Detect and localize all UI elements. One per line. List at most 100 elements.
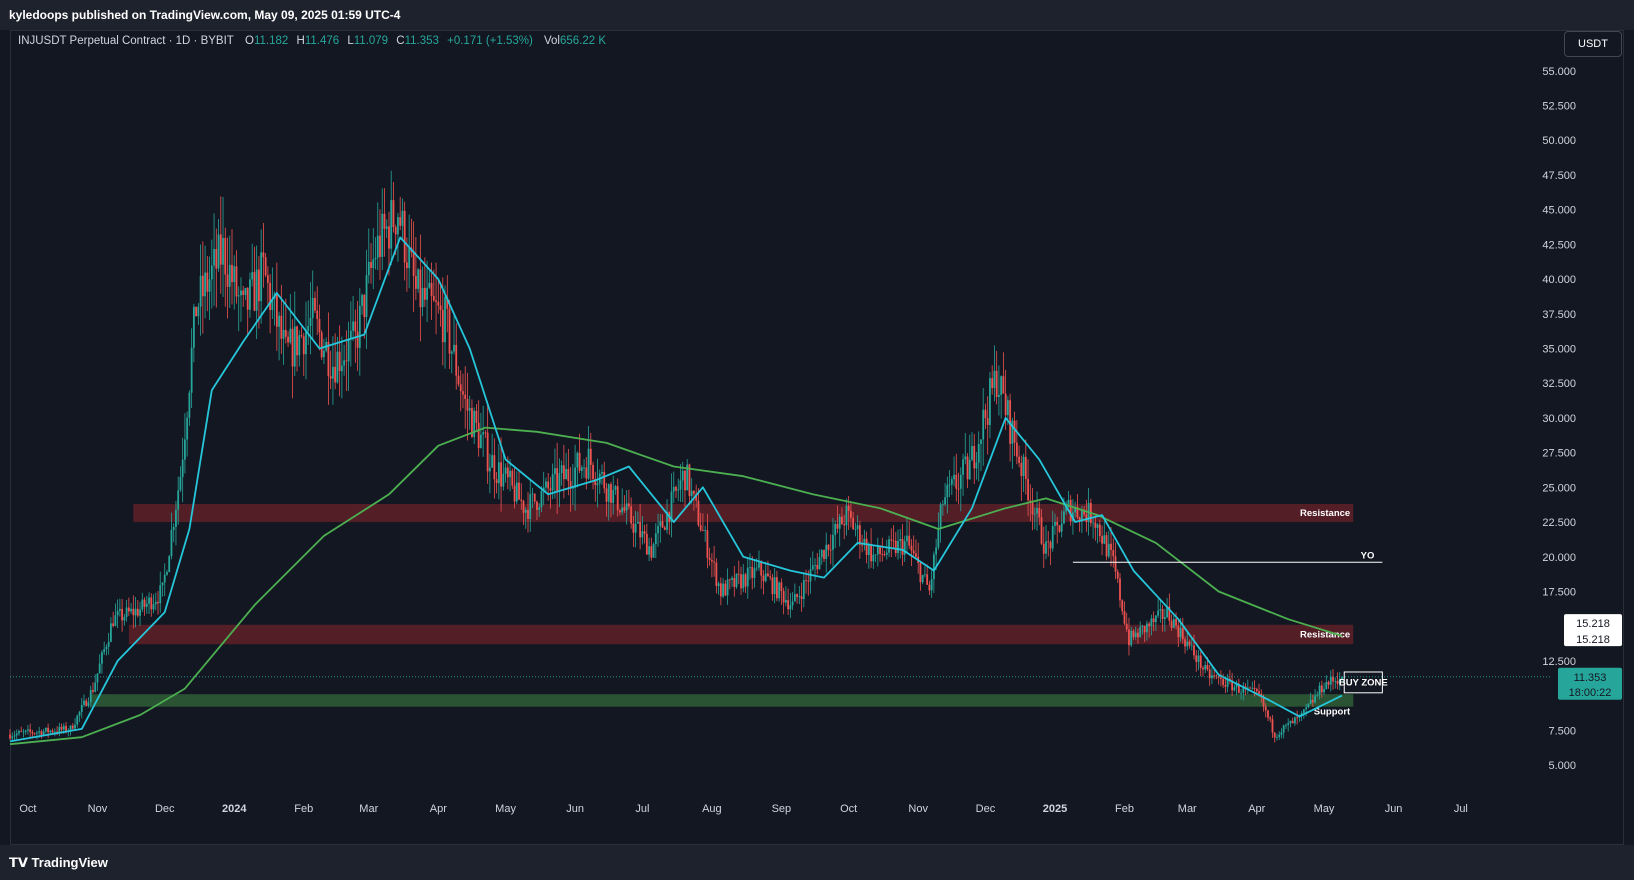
candle-body-390 [883,554,886,556]
price-tick-15: 17.500 [1542,586,1576,598]
candle-body-587 [1325,682,1328,690]
candle-body-22 [58,726,61,733]
currency-button[interactable]: USDT [1564,31,1622,57]
candle-body-43 [105,646,108,650]
candle-body-248 [565,468,568,480]
candle-body-447 [1011,420,1014,444]
candle-body-204 [466,398,469,411]
candle-body-320 [726,579,729,596]
candle-body-77 [181,459,184,478]
candle-body-35 [87,702,90,706]
candle-body-323 [733,577,736,587]
candle-body-498 [1125,623,1128,630]
candle-body-222 [506,467,509,478]
candle-body-146 [336,351,339,383]
time-axis: Oct Nov Dec 2024 Feb Mar Apr May Jun Jul Aug Sep Oct… [19,803,1468,815]
candle-body-84 [197,306,200,317]
candle-body-542 [1224,685,1227,687]
candle-body-182 [417,269,420,289]
candle-body-344 [780,582,783,592]
candle-body-259 [589,448,592,465]
candle-body-548 [1237,683,1240,693]
candle-body-307 [697,500,700,526]
candle-body-451 [1020,462,1023,476]
candle-body-342 [776,577,778,599]
candle-body-327 [742,574,745,589]
candle-body-522 [1179,628,1182,638]
candle-body-308 [699,525,702,531]
candle-body-175 [401,210,404,226]
candle-body-285 [648,546,650,555]
candle-body-404 [915,553,917,557]
candle-body-279 [634,523,637,533]
candle-body-314 [713,561,716,563]
candle-body-165 [379,235,381,257]
annotations-layer: YO BUY ZONE [10,550,1550,694]
candle-body-48 [116,610,119,616]
candle-body-335 [760,562,763,576]
tradingview-brand: TradingView [31,855,108,870]
candle-body-129 [298,335,301,356]
candle-body-538 [1215,675,1218,677]
candle-body-214 [488,467,491,472]
candle-body-53 [127,607,130,612]
candle-body-261 [594,478,597,486]
candle-body-528 [1193,645,1195,656]
volume-label: Vol [544,35,560,47]
candle-body-412 [932,554,935,580]
price-tags: 15.218 15.218 11.353 18:00:22 [1558,614,1622,700]
candle-body-290 [659,521,662,526]
candle-body-325 [737,573,740,575]
candle-body-282 [641,531,644,538]
candle-body-477 [1078,517,1081,522]
time-tick-7: May [495,803,516,815]
candle-body-19 [51,730,54,733]
time-tick-17: Mar [1178,803,1197,815]
candle-body-304 [690,490,693,497]
candle-body-364 [825,544,828,559]
candle-body-387 [876,545,879,555]
candle-body-440 [995,370,998,397]
candle-body-458 [1036,508,1038,514]
candle-body-180 [412,252,415,276]
candle-body-360 [816,564,819,570]
time-tick-4: Feb [294,803,313,815]
candle-body-96 [224,237,227,275]
candle-body-492 [1112,549,1115,557]
candle-body-61 [145,603,148,607]
candle-body-70 [166,572,168,575]
candle-body-580 [1309,700,1312,704]
candle-body-560 [1264,706,1267,711]
candle-body-496 [1121,600,1124,612]
candle-body-176 [403,210,406,263]
time-tick-8: Jun [566,803,584,815]
candle-body-532 [1202,667,1204,670]
candle-body-501 [1132,630,1135,638]
candle-body-563 [1271,719,1274,733]
candle-body-517 [1168,606,1171,621]
candle-body-101 [235,266,238,297]
time-tick-19: May [1314,803,1335,815]
candle-body-154 [354,321,357,332]
candle-body-251 [571,487,574,489]
candle-body-535 [1208,669,1211,679]
time-tick-12: Oct [840,803,857,815]
candle-body-122 [282,329,285,339]
candle-body-509 [1150,618,1153,627]
candle-body-34 [85,700,88,706]
tradingview-logo[interactable]: 𝗧𝗩 TradingView [9,855,108,871]
time-tick-0: Oct [19,803,36,815]
candle-body-271 [616,486,619,511]
candle-body-411 [930,579,933,591]
candle-body-250 [569,481,572,489]
candle-body-367 [832,534,834,550]
candle-body-45 [110,623,112,642]
candle-body-399 [903,541,906,555]
candle-body-483 [1092,522,1094,524]
candle-body-543 [1226,678,1229,687]
candle-body-25 [65,725,67,732]
candle-body-244 [556,468,559,492]
price-tick-13: 22.500 [1542,517,1576,529]
candle-body-556 [1255,688,1258,692]
